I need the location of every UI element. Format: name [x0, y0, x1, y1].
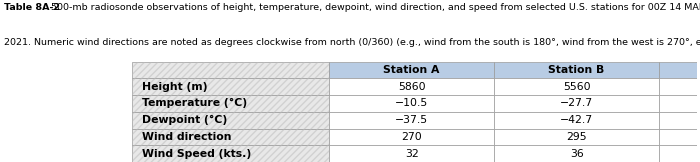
- Bar: [329, 62, 494, 78]
- Text: −42.7: −42.7: [560, 115, 593, 125]
- Bar: [659, 62, 700, 78]
- Text: Station A: Station A: [384, 65, 440, 75]
- Text: −10.5: −10.5: [395, 98, 428, 108]
- Text: −27.7: −27.7: [560, 98, 593, 108]
- Text: 295: 295: [566, 132, 587, 142]
- Text: 5560: 5560: [563, 82, 590, 92]
- Text: Station B: Station B: [549, 65, 605, 75]
- Bar: [494, 78, 659, 95]
- Bar: [659, 112, 700, 128]
- Text: 32: 32: [405, 149, 419, 159]
- Bar: [329, 128, 494, 145]
- Bar: [132, 62, 329, 78]
- Bar: [132, 62, 329, 78]
- Bar: [329, 145, 494, 162]
- Bar: [494, 145, 659, 162]
- Bar: [132, 128, 329, 145]
- Bar: [329, 112, 494, 128]
- Text: Wind direction: Wind direction: [141, 132, 231, 142]
- Text: 2021. Numeric wind directions are noted as degrees clockwise from north (0/360) : 2021. Numeric wind directions are noted …: [4, 38, 700, 47]
- Text: −37.5: −37.5: [395, 115, 428, 125]
- Bar: [494, 112, 659, 128]
- Text: Height (m): Height (m): [141, 82, 207, 92]
- Bar: [494, 95, 659, 112]
- Bar: [132, 95, 329, 112]
- Bar: [659, 95, 700, 112]
- Bar: [132, 78, 329, 95]
- Bar: [132, 78, 329, 95]
- Bar: [494, 128, 659, 145]
- Text: 5860: 5860: [398, 82, 426, 92]
- Bar: [132, 95, 329, 112]
- Text: Wind Speed (kts.): Wind Speed (kts.): [141, 149, 251, 159]
- Bar: [132, 145, 329, 162]
- Bar: [132, 112, 329, 128]
- Bar: [659, 128, 700, 145]
- Text: Table 8A-2: Table 8A-2: [4, 3, 63, 12]
- Text: Temperature (°C): Temperature (°C): [141, 98, 246, 108]
- Bar: [659, 145, 700, 162]
- Text: 270: 270: [401, 132, 422, 142]
- Bar: [132, 145, 329, 162]
- Bar: [329, 95, 494, 112]
- Text: Dewpoint (°C): Dewpoint (°C): [141, 115, 227, 125]
- Bar: [659, 78, 700, 95]
- Text: 500-mb radiosonde observations of height, temperature, dewpoint, wind direction,: 500-mb radiosonde observations of height…: [50, 3, 700, 12]
- Bar: [329, 78, 494, 95]
- Text: 36: 36: [570, 149, 584, 159]
- Bar: [494, 62, 659, 78]
- Bar: [132, 112, 329, 128]
- Bar: [132, 128, 329, 145]
